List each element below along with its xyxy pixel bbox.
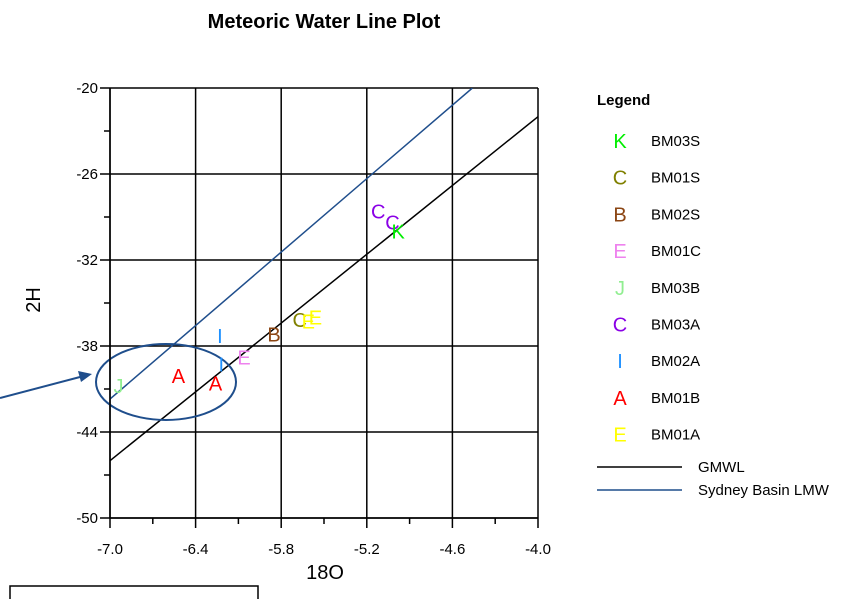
data-point-bm01b: A [209, 373, 223, 395]
legend-title: Legend [597, 92, 650, 109]
data-point-bm01c: E [237, 347, 250, 369]
legend-marker: C [613, 168, 627, 190]
legend-label: BM01C [651, 243, 701, 260]
x-tick-label: -5.2 [354, 541, 380, 558]
reference-lines [110, 88, 538, 462]
y-tick-label: -50 [76, 510, 98, 527]
data-point-bm02a: I [217, 326, 223, 348]
y-axis-title: 2H [23, 287, 45, 313]
annotation-arrow-line [0, 376, 81, 399]
gmwl-line [110, 116, 538, 462]
legend-label: BM01B [651, 390, 700, 407]
legend-label: BM02A [651, 353, 700, 370]
x-tick-label: -4.0 [525, 541, 551, 558]
highlight-ellipse [95, 343, 237, 421]
data-point-bm02a: I [218, 355, 224, 377]
legend-marker: J [615, 278, 625, 300]
y-tick-label: -20 [76, 80, 98, 97]
data-point-bm02s: B [267, 325, 280, 347]
legend: Legend K BM03S C BM01S B BM02S E BM01C J BM03B C BM… [597, 92, 830, 499]
data-point-bm03a: C [371, 201, 385, 223]
chart-title: Meteoric Water Line Plot [208, 11, 441, 33]
data-point-bm03s: K [392, 221, 406, 243]
legend-label: GMWL [698, 459, 745, 476]
legend-marker: B [613, 204, 626, 226]
data-point-bm01a: E [302, 312, 315, 334]
x-axis-title: 18O [306, 562, 344, 584]
x-tick-label: -7.0 [97, 541, 123, 558]
x-tick-label: -4.6 [439, 541, 465, 558]
legend-label: BM01A [651, 427, 700, 444]
annotation-box [9, 585, 259, 599]
legend-marker: I [617, 351, 623, 373]
legend-label: BM03S [651, 133, 700, 150]
legend-marker: C [613, 315, 627, 337]
data-point-bm03a: C [385, 213, 399, 235]
legend-marker: E [613, 241, 626, 263]
legend-marker: E [613, 425, 626, 447]
annotation-arrow-head-icon [78, 371, 92, 382]
data-point-bm01b: A [172, 366, 186, 388]
axes: -7.0 -6.4 -5.8 -5.2 -4.6 -4.0 -20 -26 -32 -38 -44 -… [76, 80, 551, 558]
sydney-basin-lmw-line [110, 88, 473, 400]
data-point-bm01a: E [309, 307, 322, 329]
legend-label: BM02S [651, 206, 700, 223]
y-tick-label: -38 [76, 338, 98, 355]
legend-label: Sydney Basin LMW [698, 482, 830, 499]
y-tick-label: -32 [76, 252, 98, 269]
y-tick-label: -44 [76, 424, 98, 441]
data-point-bm03b: J [114, 376, 124, 398]
legend-marker: K [613, 131, 627, 153]
data-point-bm01s: C [293, 310, 307, 332]
y-tick-label: -26 [76, 166, 98, 183]
x-tick-label: -6.4 [183, 541, 209, 558]
x-tick-label: -5.8 [268, 541, 294, 558]
grid [109, 87, 539, 519]
legend-label: BM01S [651, 170, 700, 187]
legend-label: BM03A [651, 317, 700, 334]
legend-marker: A [613, 388, 627, 410]
legend-label: BM03B [651, 280, 700, 297]
